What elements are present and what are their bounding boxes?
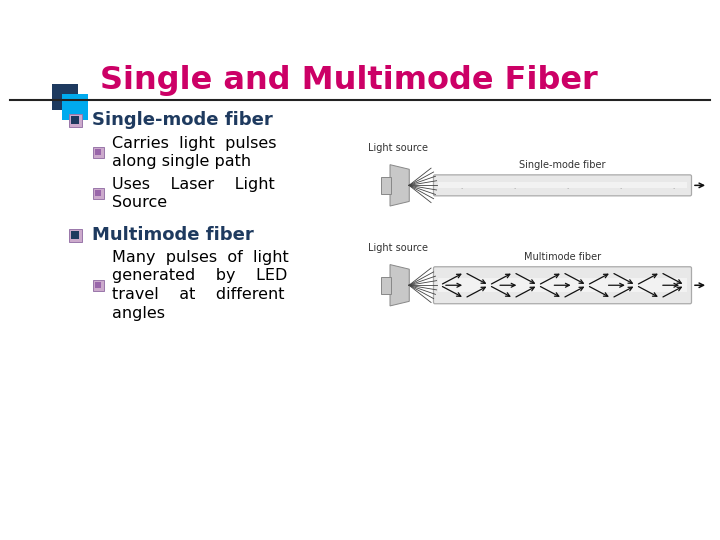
Bar bbox=[92, 147, 104, 158]
Bar bbox=[95, 282, 101, 288]
Polygon shape bbox=[390, 165, 409, 206]
Text: Single-mode fiber: Single-mode fiber bbox=[519, 160, 606, 171]
Text: Uses    Laser    Light
Source: Uses Laser Light Source bbox=[112, 177, 275, 210]
FancyBboxPatch shape bbox=[433, 175, 691, 196]
Text: Light source: Light source bbox=[368, 144, 428, 153]
Text: Carries  light  pulses
along single path: Carries light pulses along single path bbox=[112, 136, 276, 169]
Bar bbox=[52, 84, 78, 111]
Polygon shape bbox=[390, 265, 409, 306]
FancyBboxPatch shape bbox=[433, 267, 691, 303]
Bar bbox=[95, 150, 101, 156]
Text: Physical Media: Physical Media bbox=[7, 15, 124, 29]
Bar bbox=[71, 231, 79, 239]
Text: Single-mode fiber: Single-mode fiber bbox=[92, 111, 273, 130]
Text: Many  pulses  of  light
generated    by    LED
travel    at    different
angles: Many pulses of light generated by LED tr… bbox=[112, 250, 289, 321]
Bar bbox=[438, 278, 687, 292]
Text: Light source: Light source bbox=[368, 244, 428, 253]
Bar bbox=[92, 188, 104, 199]
Text: Single and Multimode Fiber: Single and Multimode Fiber bbox=[100, 65, 598, 96]
Bar bbox=[382, 277, 391, 294]
Bar bbox=[68, 229, 81, 242]
Text: Multimode fiber: Multimode fiber bbox=[524, 252, 601, 262]
Bar bbox=[71, 117, 79, 124]
Bar bbox=[92, 280, 104, 291]
Bar bbox=[382, 177, 391, 194]
Bar bbox=[438, 183, 687, 188]
Text: Multimode fiber: Multimode fiber bbox=[92, 226, 253, 244]
Bar bbox=[62, 94, 88, 120]
Bar bbox=[68, 114, 81, 127]
Bar bbox=[95, 191, 101, 197]
